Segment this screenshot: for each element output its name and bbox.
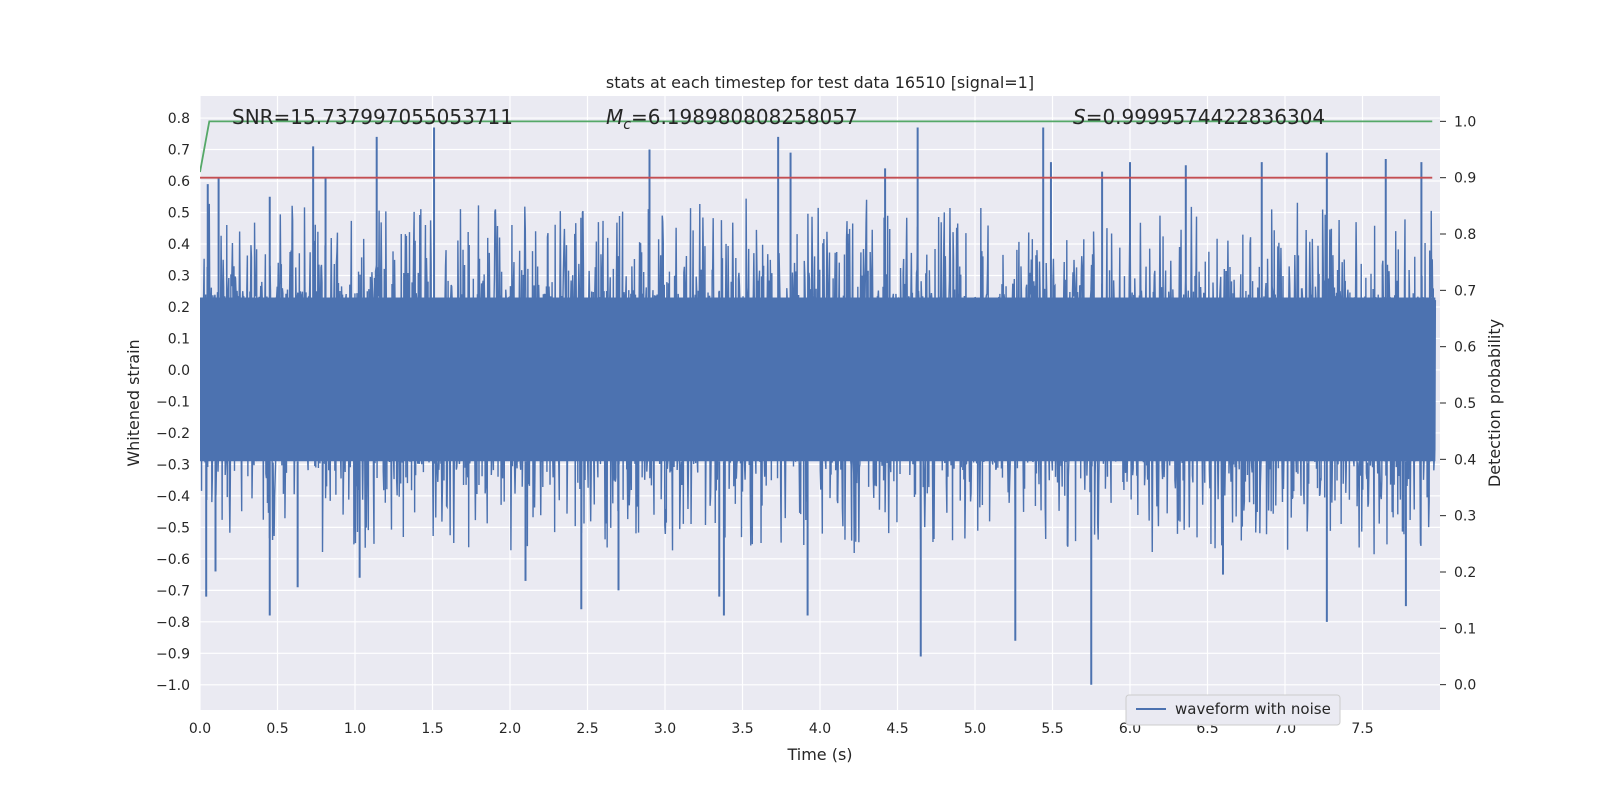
y2-tick-label: 1.0 — [1454, 114, 1476, 130]
y2-tick-label: 0.0 — [1454, 678, 1476, 694]
y-tick-label: −0.3 — [156, 457, 190, 473]
y2-axis-ticks: 1.0 0.9 0.8 0.7 0.6 0.5 0.4 0.3 0.2 0.1 0.0 — [1440, 114, 1476, 694]
y-tick-label: 0.1 — [168, 331, 190, 347]
legend-entry-waveform: waveform with noise — [1175, 700, 1331, 718]
x-tick-label: 3.5 — [731, 721, 753, 737]
x-tick-label: 1.0 — [344, 721, 366, 737]
mc-value: =6.198980808258057 — [631, 105, 858, 129]
y-tick-label: −0.8 — [156, 615, 190, 631]
x-axis-label: Time (s) — [786, 745, 852, 764]
y-tick-label: 0.4 — [168, 237, 190, 253]
waveform-core-band — [200, 297, 1436, 462]
y2-axis-label: Detection probability — [1485, 319, 1504, 487]
s-symbol: S — [1073, 105, 1086, 129]
y-tick-label: 0.0 — [168, 363, 190, 379]
x-tick-label: 2.0 — [499, 721, 521, 737]
mc-annotation: Mc=6.198980808258057 — [606, 105, 858, 133]
y-tick-label: 0.8 — [168, 111, 190, 127]
mc-subscript: c — [623, 117, 631, 133]
y-tick-label: −0.1 — [156, 394, 190, 410]
y-tick-label: −0.4 — [156, 489, 190, 505]
y2-tick-label: 0.6 — [1454, 340, 1476, 356]
chart-title: stats at each timestep for test data 165… — [606, 73, 1034, 92]
y-tick-label: 0.2 — [168, 300, 190, 316]
x-tick-label: 1.5 — [421, 721, 443, 737]
y-tick-label: −0.6 — [156, 552, 190, 568]
y-tick-label: −0.7 — [156, 583, 190, 599]
y2-tick-label: 0.8 — [1454, 227, 1476, 243]
legend-box — [1125, 694, 1341, 726]
y-tick-label: −0.9 — [156, 646, 190, 662]
detection-probability-line — [200, 120, 1433, 173]
mc-symbol: M — [606, 105, 623, 129]
y-tick-label: 0.3 — [168, 268, 190, 284]
y2-tick-label: 0.9 — [1454, 171, 1476, 187]
probability-series-group — [200, 120, 1433, 179]
y-axis-label: Whitened strain — [124, 339, 143, 466]
y2-tick-label: 0.1 — [1454, 621, 1476, 637]
y2-tick-label: 0.3 — [1454, 509, 1476, 525]
y-tick-label: 0.6 — [168, 174, 190, 190]
y-tick-label: −1.0 — [156, 678, 190, 694]
y2-tick-label: 0.7 — [1454, 283, 1476, 299]
y-axis-ticks: 0.8 0.7 0.6 0.5 0.4 0.3 0.2 0.1 0.0 −0.1 −0.2 −0.3 −… — [156, 111, 190, 694]
x-tick-label: 7.5 — [1351, 721, 1373, 737]
y-tick-label: 0.5 — [168, 206, 190, 222]
waveform-series — [200, 127, 1437, 685]
x-tick-label: 0.5 — [266, 721, 288, 737]
x-tick-label: 5.5 — [1041, 721, 1063, 737]
s-annotation: S=0.9999574422836304 — [1073, 105, 1325, 129]
x-tick-label: 4.0 — [809, 721, 831, 737]
x-tick-label: 2.5 — [576, 721, 598, 737]
s-value: =0.9999574422836304 — [1086, 105, 1325, 129]
y-tick-label: −0.5 — [156, 520, 190, 536]
snr-annotation: SNR=15.737997055053711 — [232, 105, 513, 129]
y-tick-label: 0.7 — [168, 143, 190, 159]
y2-tick-label: 0.5 — [1454, 396, 1476, 412]
x-tick-label: 5.0 — [964, 721, 986, 737]
y2-tick-label: 0.4 — [1454, 452, 1476, 468]
x-tick-label: 4.5 — [886, 721, 908, 737]
y2-tick-label: 0.2 — [1454, 565, 1476, 581]
legend: waveform with noise — [1125, 694, 1341, 726]
x-tick-label: 0.0 — [189, 721, 211, 737]
y-tick-label: −0.2 — [156, 426, 190, 442]
x-tick-label: 3.0 — [654, 721, 676, 737]
